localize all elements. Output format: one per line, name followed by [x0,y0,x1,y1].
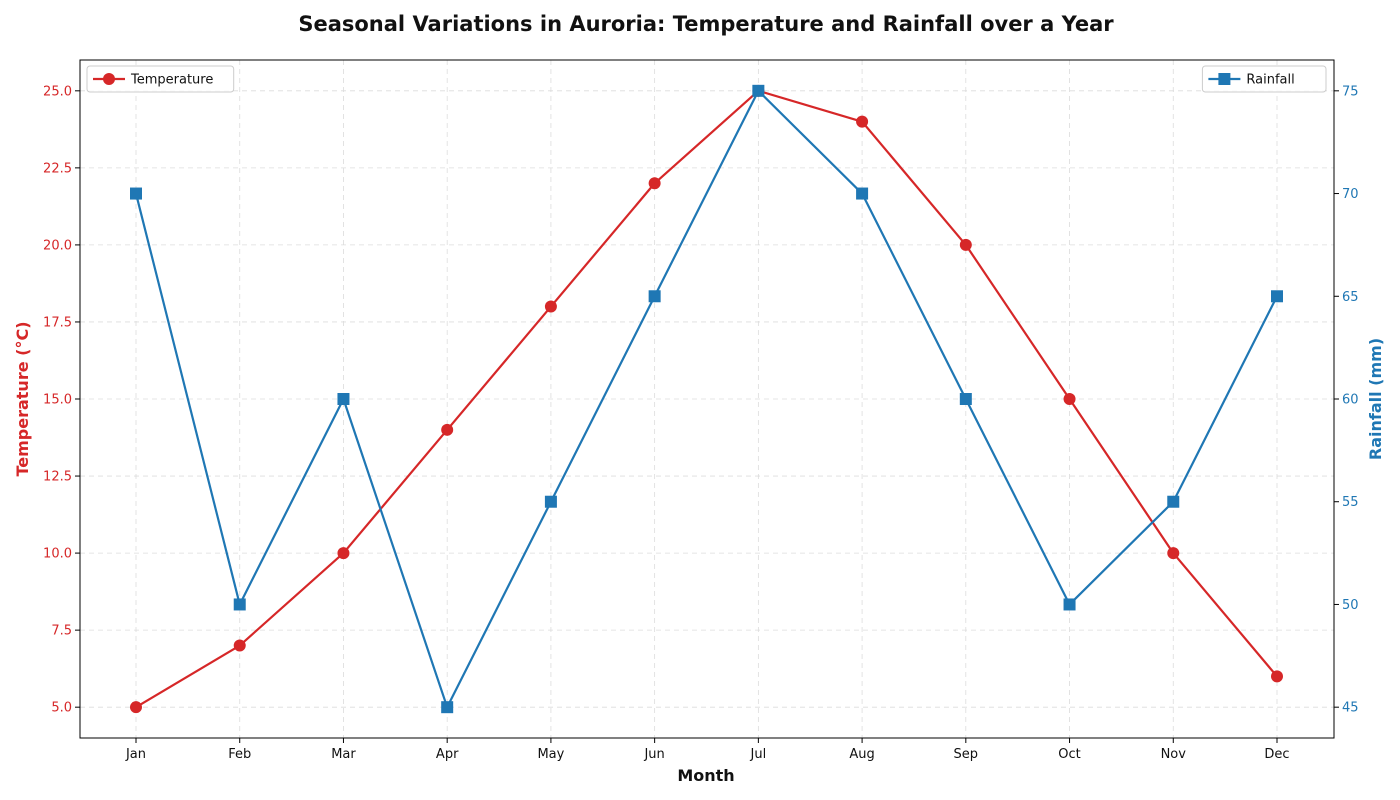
temperature-legend: Temperature [86,65,235,93]
y-right-tick-label: 60 [1342,393,1359,408]
temperature-point [233,639,246,652]
right-axis: 45 50 55 60 65 70 75 [1334,84,1359,716]
y-left-tick-label: 7.5 [51,624,72,639]
x-tick-label: Jun [643,747,664,762]
legends: Temperature Rainfall [86,65,1327,93]
rainfall-line [134,89,1278,709]
left-axis: 5.0 7.5 10.0 12.5 15.0 17.5 20.0 22.5 25.0 [43,84,80,716]
x-axis-label: Month [677,766,734,785]
legend-label: Temperature [130,73,213,88]
x-tick-label: Jan [125,747,146,762]
rainfall-point [130,187,142,200]
rainfall-point [1063,598,1076,611]
y-left-tick-label: 15.0 [43,393,72,408]
x-tick-label: Oct [1058,747,1080,762]
y-right-tick-label: 65 [1342,290,1359,305]
temperature-point [337,547,350,560]
rainfall-point [1271,290,1283,303]
rainfall-point [441,701,454,714]
rainfall-series [130,84,1283,714]
y-right-tick-label: 50 [1342,598,1359,613]
y-left-tick-label: 25.0 [43,84,72,99]
x-tick-label: Mar [331,747,356,762]
grid [80,60,1334,738]
x-tick-label: Apr [436,747,459,762]
rainfall-legend: Rainfall [1201,65,1327,93]
rainfall-point [1167,495,1180,508]
y-right-tick-label: 45 [1342,701,1359,716]
rainfall-point [648,290,661,303]
rainfall-point [752,84,765,97]
chart-title: Seasonal Variations in Auroria: Temperat… [298,12,1114,36]
y-left-tick-label: 17.5 [43,315,72,330]
y-left-tick-label: 22.5 [43,161,72,176]
x-tick-label: May [537,747,564,762]
temperature-point [130,701,142,714]
rainfall-point [544,495,557,508]
legend-box [1201,65,1327,93]
y-left-tick-label: 20.0 [43,238,72,253]
x-tick-label: Jul [750,747,767,762]
temperature-point [959,238,972,251]
y-left-tick-label: 5.0 [51,701,72,716]
legend-marker [103,73,115,85]
y-left-tick-label: 10.0 [43,547,72,562]
x-tick-label: Dec [1264,747,1289,762]
temperature-point [648,177,661,190]
temperature-point [1063,393,1076,405]
y-axis-right-label: Rainfall (mm) [1366,338,1385,460]
rainfall-point [856,187,869,200]
temperature-point [856,115,869,128]
rainfall-point [959,393,972,405]
y-right-tick-label: 70 [1342,187,1359,202]
y-right-tick-label: 75 [1342,84,1359,99]
x-tick-label: Feb [228,747,251,762]
y-axis-left-label: Temperature (°C) [13,321,32,476]
x-tick-label: Sep [954,747,979,762]
y-right-tick-label: 55 [1342,495,1359,510]
legend-marker [1218,73,1231,85]
x-axis: Jan Feb Mar Apr May Jun Jul Aug Sep Oct Nov Dec [125,738,1290,762]
x-tick-label: Nov [1161,747,1187,762]
x-tick-label: Aug [849,747,874,762]
temperature-point [544,300,557,313]
series-layer [130,84,1283,714]
temperature-point [441,423,454,436]
temperature-line [135,89,1278,709]
temperature-series [130,84,1283,714]
legend-box [86,65,235,93]
rainfall-point [233,598,246,611]
temperature-point [1271,670,1283,683]
y-left-tick-label: 12.5 [43,470,72,485]
temperature-point [1167,547,1180,560]
legend-label: Rainfall [1246,73,1294,88]
rainfall-point [337,393,350,405]
